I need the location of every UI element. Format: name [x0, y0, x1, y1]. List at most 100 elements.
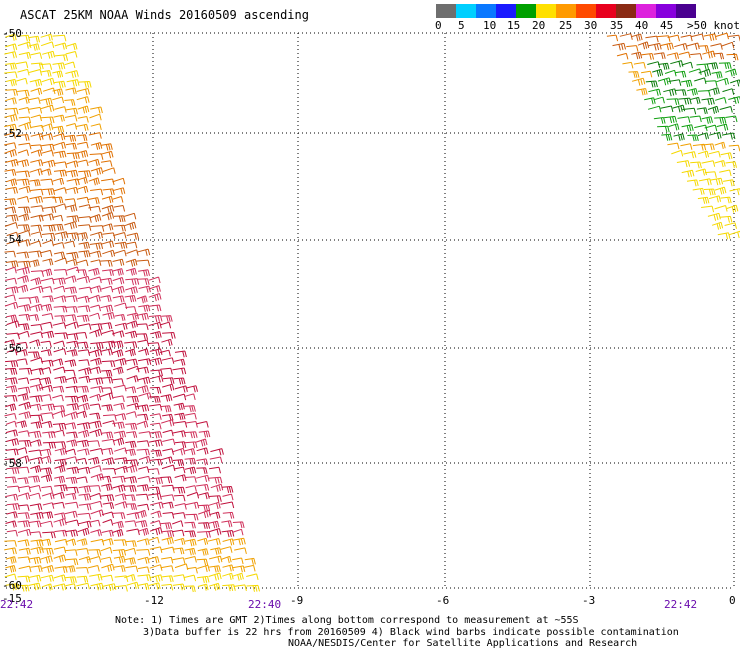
wind-barb: [185, 513, 199, 521]
wind-barb: [125, 440, 137, 449]
wind-barb: [66, 340, 79, 348]
wind-barb: [77, 349, 91, 356]
colorbar-swatch: [616, 4, 636, 18]
wind-barb: [42, 502, 55, 509]
wind-barb: [711, 221, 724, 230]
wind-barb: [15, 159, 30, 168]
wind-barb: [6, 231, 19, 239]
wind-barb: [102, 269, 114, 277]
wind-barb: [90, 385, 104, 393]
wind-barb: [161, 484, 175, 492]
wind-barb: [100, 150, 114, 159]
wind-barb: [5, 438, 19, 447]
wind-barb: [707, 212, 721, 221]
wind-barb: [89, 113, 102, 121]
wind-barb: [701, 97, 715, 106]
wind-barb: [64, 510, 78, 518]
wind-barb: [6, 529, 18, 537]
wind-barb: [18, 504, 30, 512]
wind-barb: [29, 339, 41, 347]
wind-barb: [30, 565, 43, 573]
wind-barb: [160, 476, 173, 484]
wind-barb: [16, 358, 28, 366]
wind-barb: [54, 458, 67, 466]
wind-barb: [15, 61, 29, 69]
wind-barb: [101, 563, 115, 572]
wind-barb: [102, 468, 117, 475]
wind-barb: [184, 421, 198, 428]
wind-barb: [184, 431, 198, 439]
wind-barb: [52, 88, 64, 96]
wind-barb: [184, 585, 196, 593]
wind-barb: [41, 359, 54, 367]
wind-barb: [185, 501, 200, 509]
wind-barb: [137, 503, 150, 511]
wind-barb: [53, 366, 66, 374]
wind-barb: [39, 249, 53, 257]
wind-barb: [138, 348, 149, 356]
wind-barb: [125, 330, 138, 339]
wind-barb: [102, 167, 116, 174]
wind-barb: [161, 357, 175, 364]
colorbar-swatch: [676, 4, 696, 18]
wind-barb: [161, 338, 173, 347]
wind-barb: [4, 458, 16, 465]
wind-barb: [18, 440, 32, 447]
wind-barb: [677, 116, 691, 123]
wind-barb: [54, 475, 66, 484]
wind-barb: [30, 62, 44, 70]
wind-barb: [78, 216, 92, 223]
wind-barb: [64, 314, 77, 322]
wind-barb: [5, 583, 20, 591]
wind-barb: [28, 403, 42, 411]
wind-barb: [138, 466, 150, 473]
wind-barb: [644, 97, 656, 105]
wind-barb: [65, 70, 79, 79]
wind-barb: [65, 169, 79, 178]
wind-barb: [160, 565, 174, 572]
wind-barb: [88, 132, 102, 139]
wind-barb: [112, 349, 124, 358]
wind-barb: [126, 375, 139, 383]
wind-barb: [148, 293, 162, 302]
wind-barb: [622, 61, 634, 69]
wind-barb: [686, 42, 700, 50]
wind-barb: [686, 88, 698, 96]
wind-barb: [78, 367, 92, 376]
wind-barb: [714, 160, 726, 168]
wind-barb: [17, 89, 30, 97]
wind-barb: [78, 503, 92, 511]
wind-barb: [76, 341, 89, 349]
wind-barb: [100, 277, 113, 285]
wind-barb: [244, 564, 256, 572]
wind-barb: [78, 81, 92, 88]
wind-barb: [112, 285, 125, 295]
wind-barb: [100, 574, 114, 582]
wind-barb: [42, 159, 56, 168]
wind-barb: [16, 447, 28, 454]
wind-barb: [125, 258, 138, 267]
wind-barb: [17, 260, 31, 268]
wind-barb: [77, 422, 91, 430]
wind-barb: [100, 260, 113, 267]
wind-barb: [5, 260, 19, 268]
wind-barb: [113, 232, 127, 239]
wind-barb: [173, 421, 188, 428]
wind-barb: [606, 34, 619, 42]
wind-barb: [89, 328, 103, 338]
wind-barb: [137, 574, 152, 582]
colorbar-label-15: 15: [507, 19, 521, 32]
wind-barb: [90, 142, 103, 150]
wind-barb: [697, 150, 710, 158]
wind-barb: [113, 555, 126, 564]
wind-barb: [5, 178, 18, 187]
wind-barb: [619, 33, 633, 40]
wind-barb: [5, 43, 18, 51]
lat-label: -54: [2, 233, 22, 246]
wind-barb: [162, 429, 174, 437]
wind-barb: [100, 160, 113, 167]
wind-barb: [696, 63, 710, 71]
wind-barb: [691, 33, 705, 41]
wind-barb: [148, 582, 161, 590]
